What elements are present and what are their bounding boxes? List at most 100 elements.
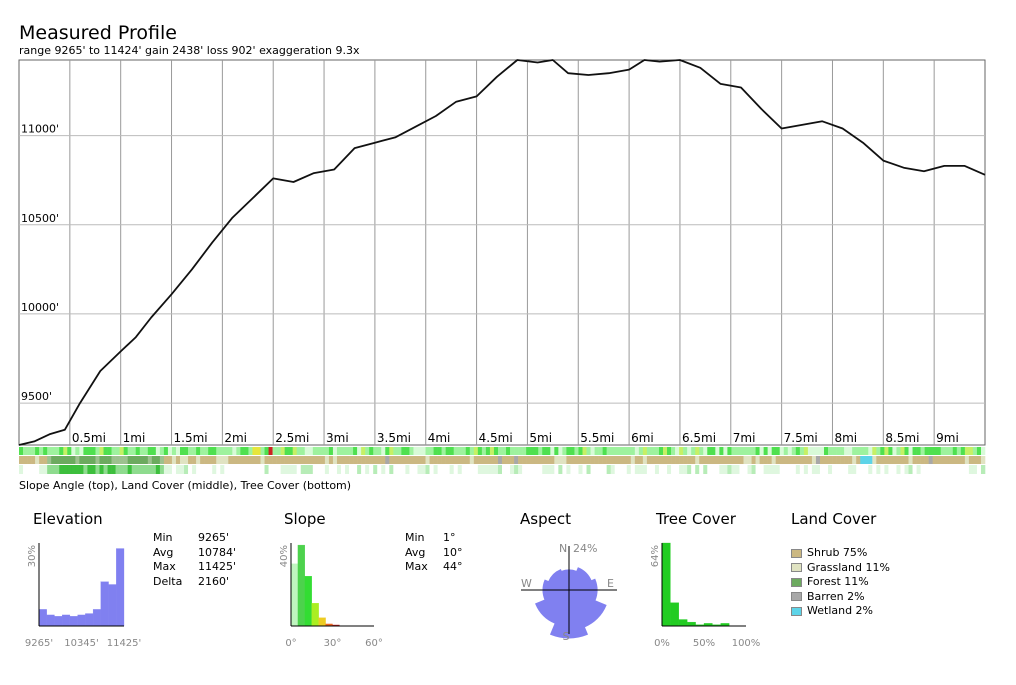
slope-cell [570, 447, 575, 455]
legend-label: Grassland 11% [807, 560, 890, 574]
tree-cover-cell [184, 465, 189, 474]
land-cover-cell [570, 456, 575, 464]
slope-cell [103, 447, 108, 455]
histogram-bar [318, 617, 326, 627]
tree-cover-cell [204, 465, 209, 474]
slope-cell [658, 447, 664, 455]
slope-cell [795, 447, 801, 455]
slope-cell [510, 447, 515, 455]
tree-cover-cell [920, 465, 925, 474]
tree-cover-cell [860, 465, 865, 474]
slope-cell [763, 447, 768, 455]
land-cover-cell [31, 456, 36, 464]
tree-cover-cell [844, 465, 849, 474]
tree-cover-cell [832, 465, 837, 474]
slope-cell [896, 447, 901, 455]
land-cover-cell [799, 456, 805, 464]
land-cover-cell [489, 456, 495, 464]
land-cover-cell [783, 456, 789, 464]
land-cover-cell [711, 456, 716, 464]
slope-cell [699, 447, 704, 455]
land-cover-cell [908, 456, 913, 464]
slope-cell [506, 447, 511, 455]
tree-cover-cell [594, 465, 599, 474]
land-cover-cell [964, 456, 970, 464]
slope-cell [413, 447, 418, 455]
tree-cover-cell [449, 465, 454, 474]
land-cover-cell [252, 456, 257, 464]
land-cover-cell [473, 456, 479, 464]
slope-cell [964, 447, 970, 455]
slope-cell [163, 447, 169, 455]
plot-frame [18, 59, 986, 446]
aspect-panel-title: Aspect [520, 510, 571, 528]
land-cover-cell [67, 456, 72, 464]
stat-label: Min [153, 531, 173, 544]
land-cover-cell [485, 456, 491, 464]
slope-cell [663, 447, 668, 455]
land-cover-cell [107, 456, 112, 464]
tree-cover-cell [936, 465, 942, 474]
tree-cover-cell [127, 465, 132, 474]
tree-cover-cell [465, 465, 471, 474]
land-cover-cell [39, 456, 44, 464]
slope-cell [296, 447, 302, 455]
slope-cell [542, 447, 547, 455]
tree-cover-cell [248, 465, 253, 474]
slope-cell [115, 447, 120, 455]
tree-cover-cell [747, 465, 752, 474]
histogram-bar [92, 609, 101, 627]
land-cover-cell [171, 456, 177, 464]
tree-cover-cell [268, 465, 273, 474]
x-tick-label: 8.5mi [885, 431, 919, 445]
slope-cell [707, 447, 712, 455]
slope-cell [872, 447, 877, 455]
x-tick-label: 3.5mi [377, 431, 411, 445]
slope-cell [300, 447, 306, 455]
tree-cover-cell [626, 465, 632, 474]
slope-cell [107, 447, 112, 455]
slope-cell [932, 447, 937, 455]
slope-cell [196, 447, 201, 455]
slope-cell [175, 447, 181, 455]
land-cover-cell [634, 456, 640, 464]
land-cover-cell [642, 456, 648, 464]
tree-cover-cell [542, 465, 547, 474]
land-cover-cell [944, 456, 950, 464]
slope-cell [502, 447, 507, 455]
tree-cover-cell [469, 465, 475, 474]
slope-cell [135, 447, 141, 455]
land-cover-cell [268, 456, 273, 464]
land-cover-cell [373, 456, 378, 464]
land-cover-cell [385, 456, 390, 464]
slope-cell [582, 447, 587, 455]
slope-cell [687, 447, 692, 455]
slope-cell [111, 447, 116, 455]
slope-cell [401, 447, 406, 455]
land-cover-cell [212, 456, 217, 464]
slope-cell [550, 447, 555, 455]
aspect-sector [548, 569, 570, 591]
tree-cover-cell [550, 465, 555, 474]
land-cover-cell [727, 456, 732, 464]
slope-cell [264, 447, 269, 455]
slope-cell [184, 447, 189, 455]
tree-cover-cell [872, 465, 877, 474]
stat-row: Avg 10784' [153, 546, 236, 561]
land-cover-cell [111, 456, 116, 464]
histogram-bar [69, 616, 78, 627]
slope-cell [775, 447, 781, 455]
slope-cell [71, 447, 76, 455]
tree-cover-cell [485, 465, 491, 474]
tree-cover-cell [131, 465, 137, 474]
tree-cover-cell [111, 465, 116, 474]
slope-cell [594, 447, 599, 455]
tree-cover-cell [216, 465, 221, 474]
tree-cover-cell [260, 465, 265, 474]
land-cover-cell [526, 456, 531, 464]
land-cover-cell [767, 456, 772, 464]
land-cover-cell [272, 456, 277, 464]
land-cover-cell [308, 456, 314, 464]
tree-cover-cell [95, 465, 100, 474]
land-cover-cell [155, 456, 161, 464]
